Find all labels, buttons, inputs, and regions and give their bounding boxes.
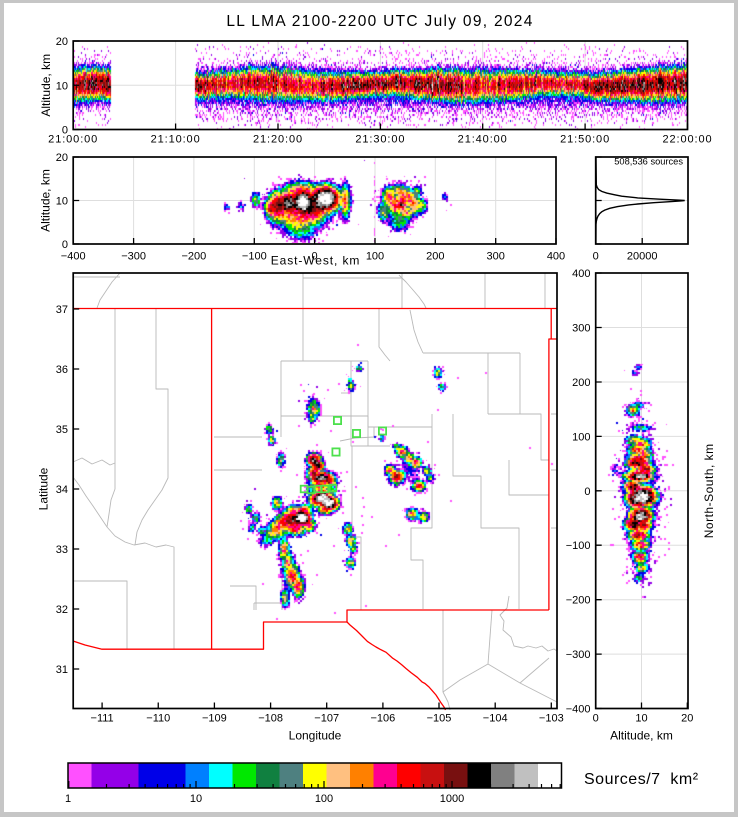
svg-text:East-West, km: East-West, km <box>271 254 361 268</box>
svg-text:20000: 20000 <box>627 251 658 263</box>
svg-text:21:30:00: 21:30:00 <box>355 134 405 146</box>
svg-text:22:00:00: 22:00:00 <box>662 134 712 146</box>
svg-text:Latitude: Latitude <box>37 467 51 510</box>
svg-text:−107: −107 <box>314 713 339 725</box>
svg-text:20: 20 <box>56 152 68 164</box>
svg-text:508,536 sources: 508,536 sources <box>614 157 683 167</box>
svg-text:400: 400 <box>547 251 565 263</box>
svg-text:Altitude, km: Altitude, km <box>39 169 53 232</box>
svg-text:10: 10 <box>56 196 68 208</box>
svg-text:−110: −110 <box>146 713 170 725</box>
svg-text:21:50:00: 21:50:00 <box>560 134 610 146</box>
svg-text:−400: −400 <box>61 251 86 263</box>
svg-text:−111: −111 <box>91 713 114 725</box>
svg-text:−105: −105 <box>427 713 452 725</box>
svg-text:100: 100 <box>572 431 590 443</box>
svg-text:32: 32 <box>56 604 68 616</box>
svg-text:0: 0 <box>593 713 599 725</box>
svg-text:LL LMA 2100-2200 UTC July 09,: LL LMA 2100-2200 UTC July 09, 2024 <box>226 13 533 30</box>
svg-text:35: 35 <box>56 424 68 436</box>
svg-text:10: 10 <box>190 793 202 805</box>
svg-text:20: 20 <box>56 36 68 48</box>
svg-text:−104: −104 <box>483 713 508 725</box>
svg-text:Longitude: Longitude <box>289 729 342 743</box>
svg-text:21:00:00: 21:00:00 <box>48 134 98 146</box>
svg-text:200: 200 <box>426 251 444 263</box>
svg-text:−300: −300 <box>566 649 591 661</box>
svg-text:0: 0 <box>62 239 68 251</box>
svg-text:0: 0 <box>593 251 599 263</box>
svg-text:300: 300 <box>572 323 590 335</box>
svg-text:21:20:00: 21:20:00 <box>253 134 303 146</box>
svg-text:31: 31 <box>56 664 68 676</box>
svg-text:10: 10 <box>56 80 68 92</box>
svg-text:−200: −200 <box>182 251 207 263</box>
svg-text:20: 20 <box>681 713 693 725</box>
svg-text:−200: −200 <box>566 595 591 607</box>
svg-text:21:10:00: 21:10:00 <box>151 134 201 146</box>
svg-text:0: 0 <box>584 486 590 498</box>
svg-text:100: 100 <box>366 251 384 263</box>
svg-text:Altitude, km: Altitude, km <box>610 729 673 743</box>
svg-text:1000: 1000 <box>440 793 464 805</box>
svg-text:−108: −108 <box>258 713 283 725</box>
svg-text:−400: −400 <box>566 704 591 716</box>
svg-text:100: 100 <box>315 793 333 805</box>
svg-text:200: 200 <box>572 377 590 389</box>
svg-text:300: 300 <box>487 251 505 263</box>
svg-text:1: 1 <box>65 793 71 805</box>
svg-text:−106: −106 <box>371 713 396 725</box>
svg-text:21:40:00: 21:40:00 <box>458 134 508 146</box>
svg-text:400: 400 <box>572 268 590 280</box>
svg-text:0: 0 <box>312 251 318 263</box>
svg-text:Sources/7 km²: Sources/7 km² <box>584 771 699 788</box>
svg-text:37: 37 <box>56 304 68 316</box>
svg-text:36: 36 <box>56 364 68 376</box>
svg-text:−100: −100 <box>242 251 267 263</box>
svg-text:34: 34 <box>56 484 68 496</box>
svg-text:−300: −300 <box>121 251 146 263</box>
svg-text:North-South, km: North-South, km <box>702 443 716 538</box>
svg-text:0: 0 <box>62 125 68 137</box>
svg-text:−103: −103 <box>539 713 564 725</box>
svg-text:33: 33 <box>56 544 68 556</box>
svg-text:Altitude, km: Altitude, km <box>39 54 53 117</box>
svg-text:−109: −109 <box>202 713 227 725</box>
svg-text:10: 10 <box>635 713 647 725</box>
svg-text:−100: −100 <box>566 540 591 552</box>
